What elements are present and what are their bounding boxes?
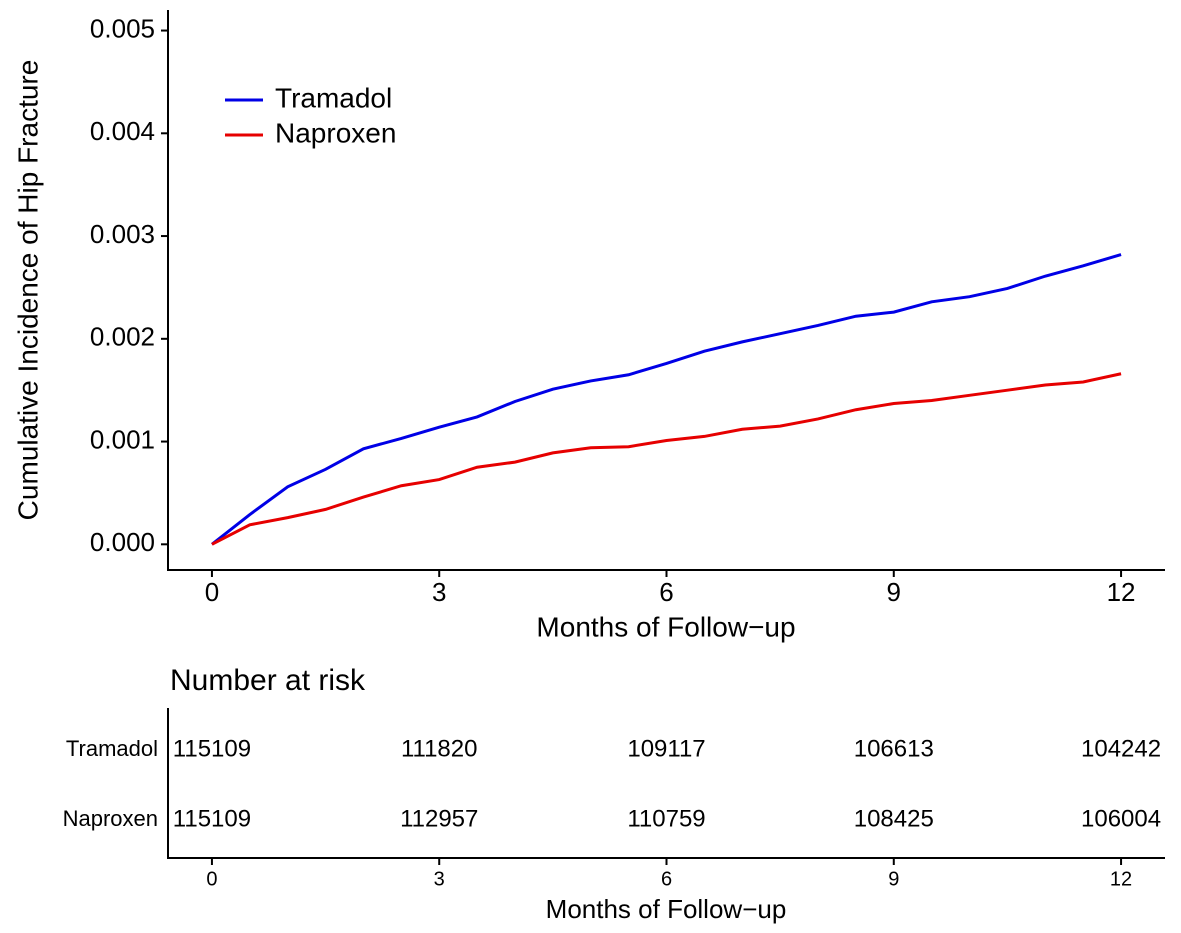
y-tick-label: 0.004 <box>90 116 155 146</box>
table-title: Number at risk <box>170 664 366 697</box>
x-tick-label: 12 <box>1107 577 1136 607</box>
table-cell: 106004 <box>1081 805 1161 832</box>
y-tick-label: 0.005 <box>90 13 155 43</box>
table-cell: 115109 <box>173 805 251 832</box>
y-tick-label: 0.002 <box>90 322 155 352</box>
table-cell: 104242 <box>1081 735 1161 762</box>
table-x-axis-label: Months of Follow−up <box>546 894 787 924</box>
x-tick-label: 0 <box>205 577 219 607</box>
legend-label: Tramadol <box>275 82 392 113</box>
x-tick-label: 6 <box>659 577 673 607</box>
x-tick-label: 0 <box>206 868 217 890</box>
series-line <box>211 372 1122 546</box>
table-cell: 109117 <box>627 735 705 762</box>
series-line <box>211 253 1122 546</box>
row-label: Naproxen <box>63 806 158 831</box>
x-tick-label: 12 <box>1110 868 1132 890</box>
y-tick-label: 0.000 <box>90 527 155 557</box>
x-tick-label: 3 <box>434 868 445 890</box>
x-axis-label: Months of Follow−up <box>536 611 795 642</box>
table-cell: 112957 <box>400 805 478 832</box>
table-cell: 110759 <box>627 805 705 832</box>
x-tick-label: 3 <box>432 577 446 607</box>
y-tick-label: 0.001 <box>90 424 155 454</box>
table-cell: 111820 <box>401 735 478 762</box>
table-cell: 115109 <box>173 735 251 762</box>
y-tick-label: 0.003 <box>90 219 155 249</box>
table-cell: 106613 <box>854 735 934 762</box>
x-tick-label: 6 <box>661 868 672 890</box>
legend-label: Naproxen <box>275 117 396 148</box>
x-tick-label: 9 <box>888 868 899 890</box>
table-cell: 108425 <box>854 805 934 832</box>
row-label: Tramadol <box>66 736 158 761</box>
x-tick-label: 9 <box>887 577 901 607</box>
y-axis-label: Cumulative Incidence of Hip Fracture <box>12 60 43 521</box>
